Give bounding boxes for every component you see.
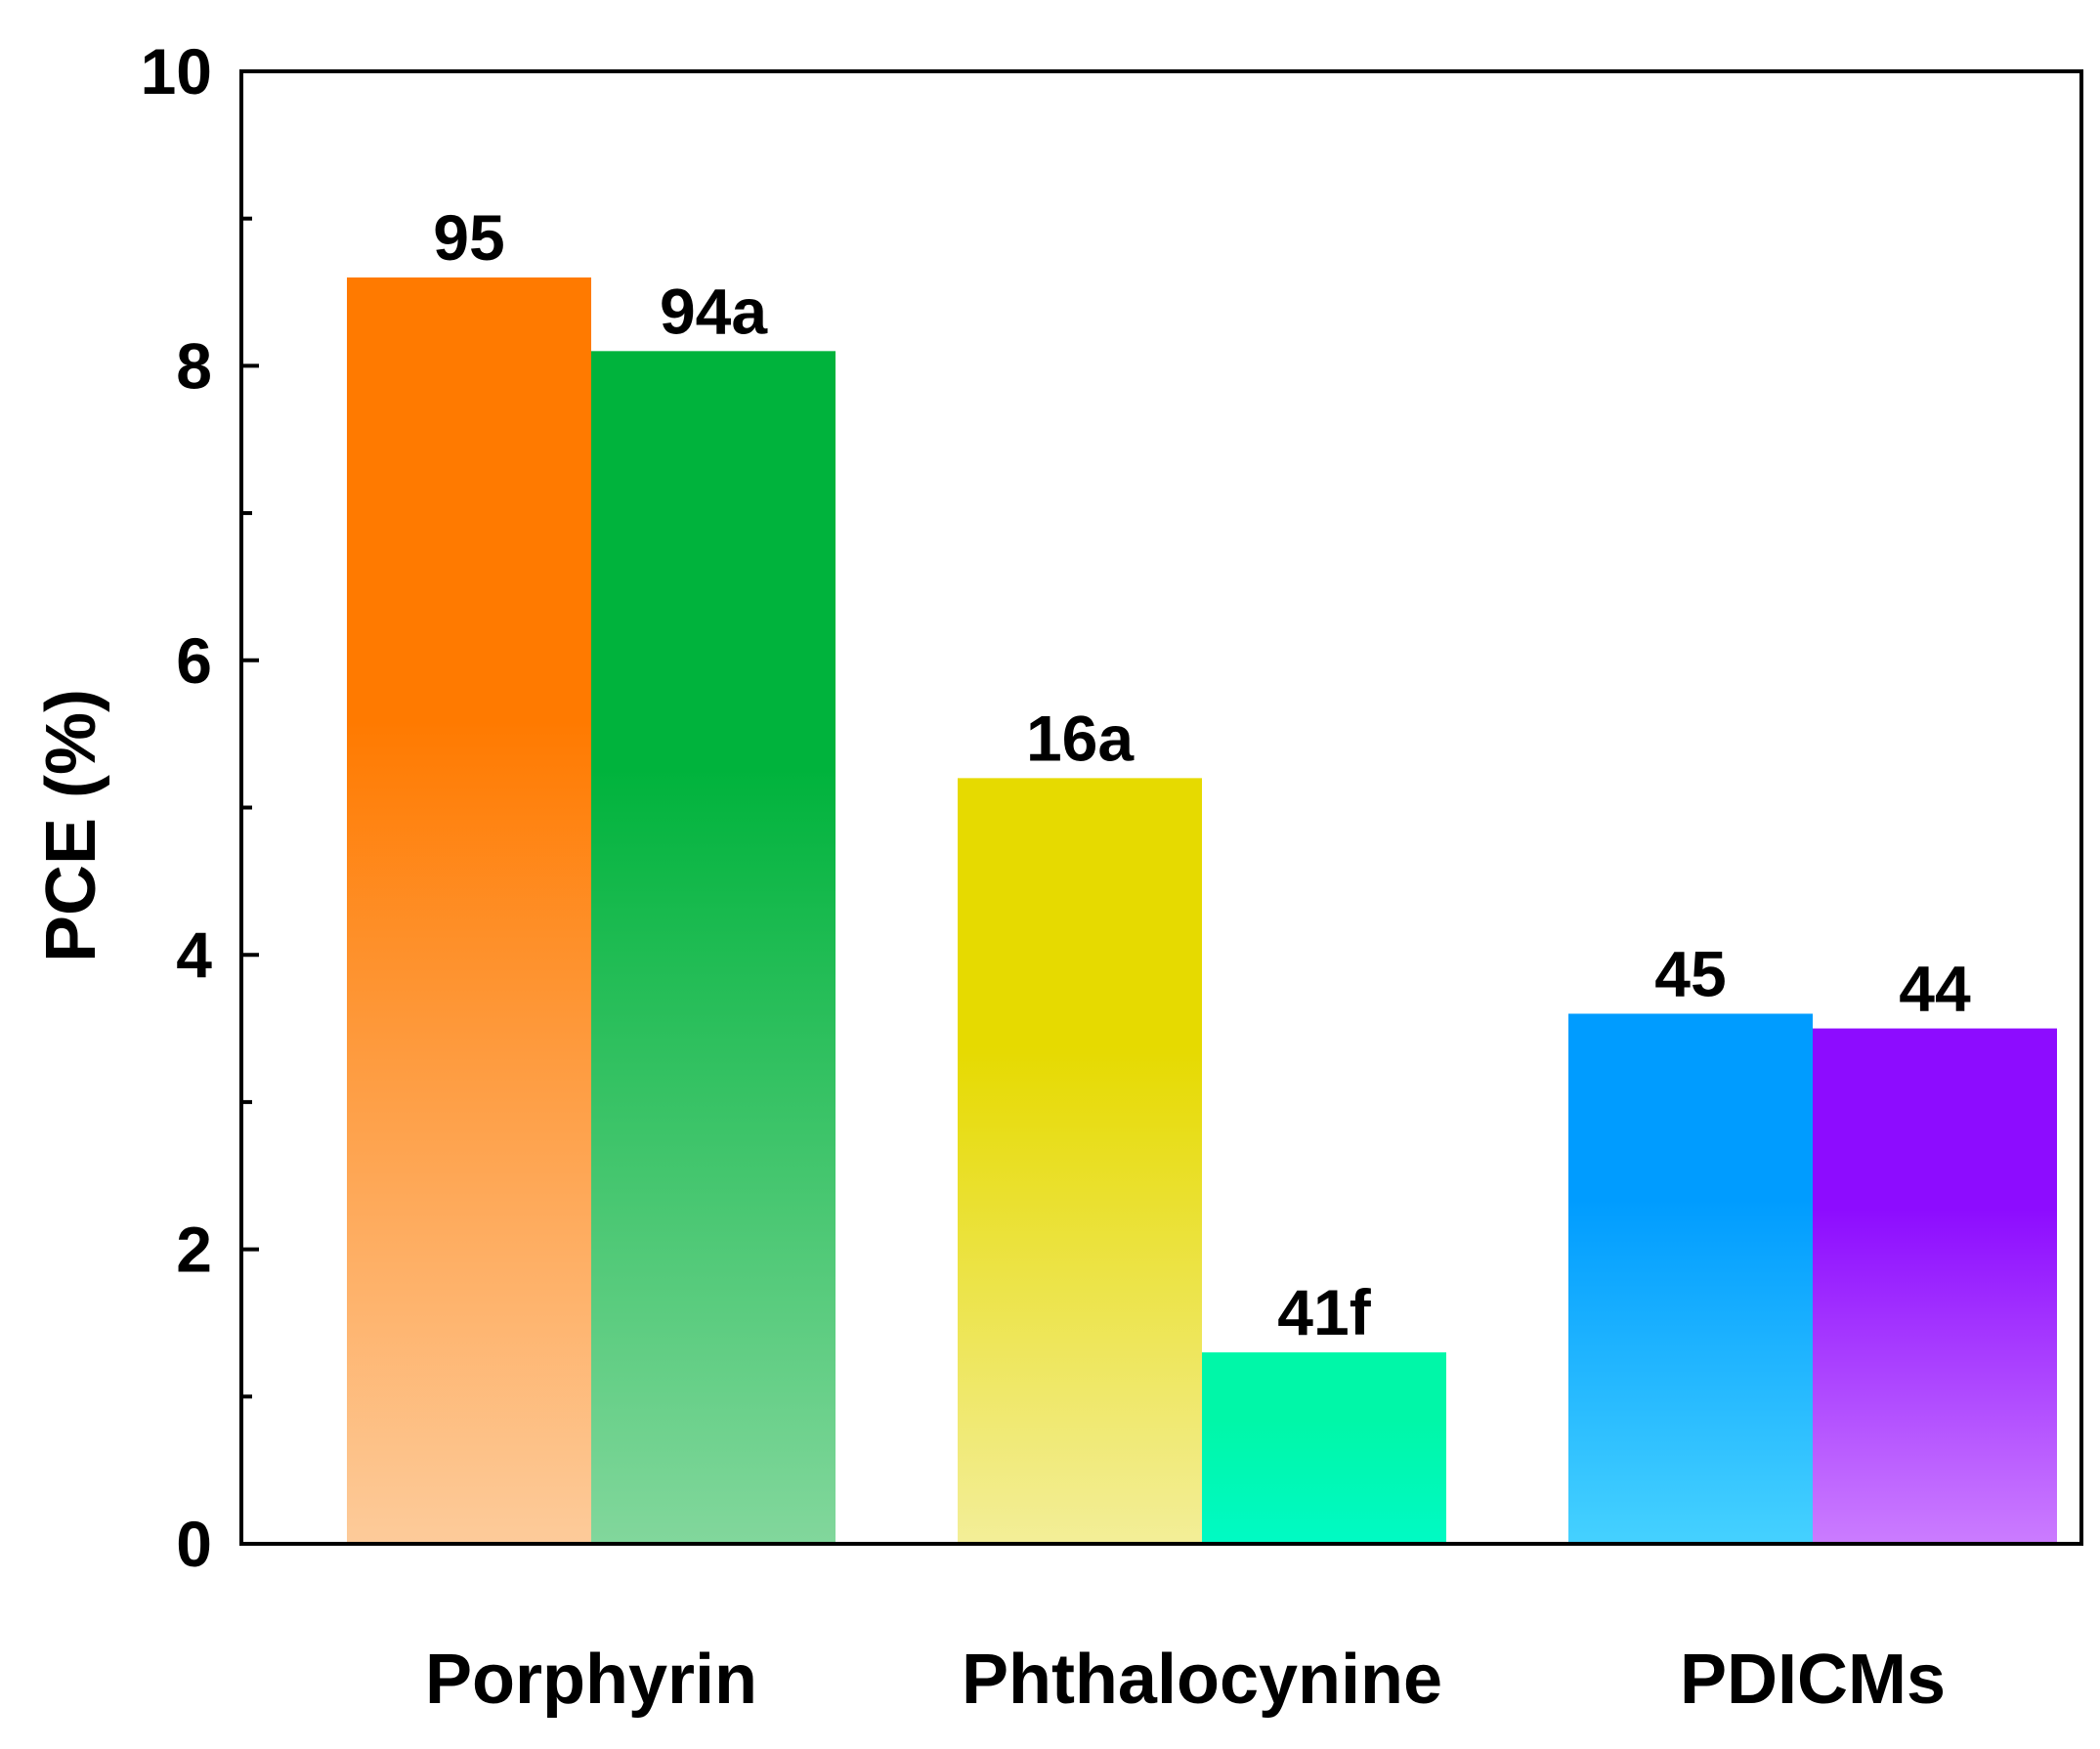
y-axis-ticks — [241, 69, 259, 1546]
y-axis-tick-labels: 0 2 4 6 8 10 — [141, 35, 213, 1580]
bar-44 — [1813, 1028, 2057, 1544]
bar-45 — [1568, 1013, 1813, 1544]
bar-95 — [347, 277, 591, 1545]
category-label-porphyrin: Porphyrin — [425, 1641, 757, 1719]
bars-layer — [347, 277, 2057, 1545]
y-tick-label-8: 8 — [176, 329, 212, 402]
bar-label-45: 45 — [1654, 937, 1726, 1009]
y-tick-label-0: 0 — [176, 1508, 212, 1580]
category-label-pdicms: PDICMs — [1680, 1641, 1946, 1719]
bar-41f — [1202, 1352, 1446, 1544]
bar-label-16a: 16a — [1026, 702, 1135, 774]
y-tick-label-4: 4 — [176, 918, 212, 991]
y-tick-label-6: 6 — [176, 624, 212, 697]
bar-94a — [591, 351, 836, 1545]
bar-label-95: 95 — [433, 201, 504, 274]
bar-label-44: 44 — [1899, 953, 1971, 1025]
bar-16a — [958, 778, 1202, 1544]
y-tick-label-2: 2 — [176, 1214, 212, 1286]
bar-labels-layer: 95 94a 16a 41f 45 44 — [433, 201, 1971, 1348]
bar-label-41f: 41f — [1277, 1276, 1371, 1348]
category-label-phthalocynine: Phthalocynine — [962, 1641, 1442, 1719]
y-tick-label-10: 10 — [141, 35, 212, 107]
bar-label-94a: 94a — [660, 275, 768, 347]
x-axis-category-labels: Porphyrin Phthalocynine PDICMs — [425, 1641, 1946, 1719]
y-axis-title: PCE (%) — [32, 689, 110, 962]
